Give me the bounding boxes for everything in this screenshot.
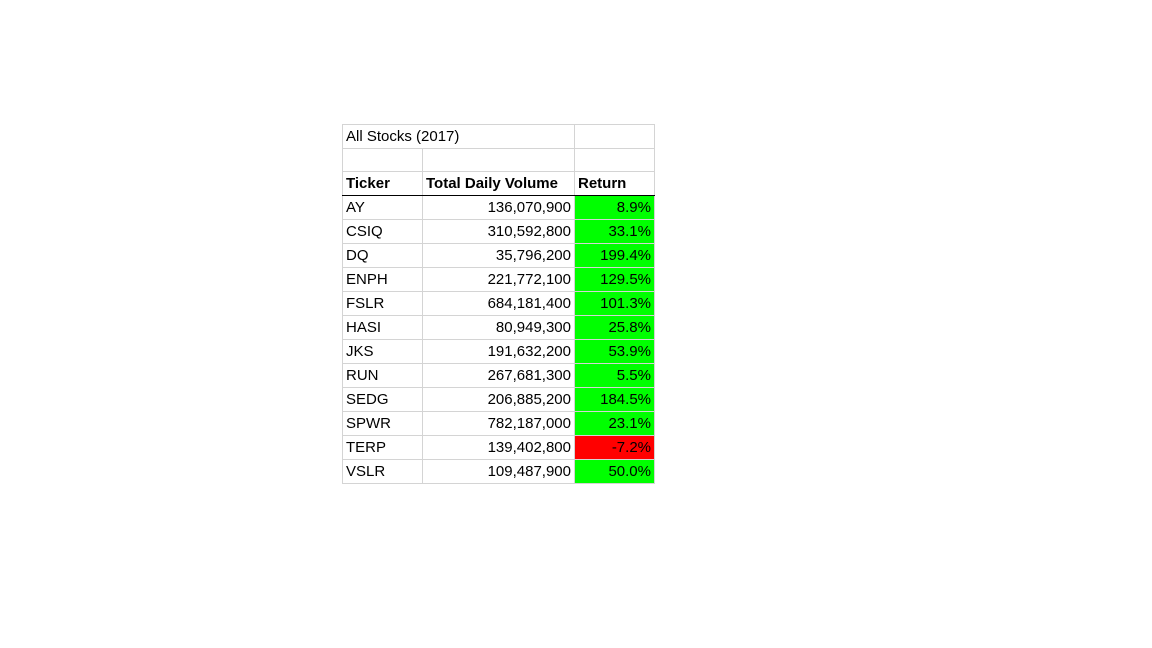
header-total-daily-volume[interactable]: Total Daily Volume <box>422 171 575 196</box>
table-row: TERP 139,402,800 -7.2% <box>342 435 655 460</box>
volume-cell[interactable]: 206,885,200 <box>422 387 575 412</box>
title-row: All Stocks (2017) <box>342 124 655 149</box>
empty-cell[interactable] <box>342 148 423 172</box>
return-cell[interactable]: 23.1% <box>574 411 655 436</box>
return-cell[interactable]: 5.5% <box>574 363 655 388</box>
header-ticker[interactable]: Ticker <box>342 171 423 196</box>
volume-cell[interactable]: 684,181,400 <box>422 291 575 316</box>
table-row: JKS 191,632,200 53.9% <box>342 339 655 364</box>
ticker-cell[interactable]: FSLR <box>342 291 423 316</box>
volume-cell[interactable]: 139,402,800 <box>422 435 575 460</box>
ticker-cell[interactable]: VSLR <box>342 459 423 484</box>
volume-cell[interactable]: 109,487,900 <box>422 459 575 484</box>
return-cell[interactable]: 8.9% <box>574 195 655 220</box>
return-cell[interactable]: -7.2% <box>574 435 655 460</box>
table-row: HASI 80,949,300 25.8% <box>342 315 655 340</box>
ticker-cell[interactable]: DQ <box>342 243 423 268</box>
volume-cell[interactable]: 782,187,000 <box>422 411 575 436</box>
ticker-cell[interactable]: TERP <box>342 435 423 460</box>
ticker-cell[interactable]: JKS <box>342 339 423 364</box>
ticker-cell[interactable]: HASI <box>342 315 423 340</box>
return-cell[interactable]: 33.1% <box>574 219 655 244</box>
table-row: DQ 35,796,200 199.4% <box>342 243 655 268</box>
volume-cell[interactable]: 310,592,800 <box>422 219 575 244</box>
table-row: AY 136,070,900 8.9% <box>342 195 655 220</box>
ticker-cell[interactable]: RUN <box>342 363 423 388</box>
return-cell[interactable]: 101.3% <box>574 291 655 316</box>
volume-cell[interactable]: 267,681,300 <box>422 363 575 388</box>
ticker-cell[interactable]: ENPH <box>342 267 423 292</box>
table-row: VSLR 109,487,900 50.0% <box>342 459 655 484</box>
stocks-table: All Stocks (2017) Ticker Total Daily Vol… <box>342 124 655 484</box>
table-row: ENPH 221,772,100 129.5% <box>342 267 655 292</box>
table-row: FSLR 684,181,400 101.3% <box>342 291 655 316</box>
title-cell[interactable]: All Stocks (2017) <box>342 124 575 149</box>
return-cell[interactable]: 184.5% <box>574 387 655 412</box>
blank-row <box>342 148 655 172</box>
header-row: Ticker Total Daily Volume Return <box>342 171 655 196</box>
volume-cell[interactable]: 136,070,900 <box>422 195 575 220</box>
table-row: RUN 267,681,300 5.5% <box>342 363 655 388</box>
empty-cell[interactable] <box>574 124 655 149</box>
return-cell[interactable]: 129.5% <box>574 267 655 292</box>
return-cell[interactable]: 199.4% <box>574 243 655 268</box>
table-row: SPWR 782,187,000 23.1% <box>342 411 655 436</box>
ticker-cell[interactable]: SEDG <box>342 387 423 412</box>
ticker-cell[interactable]: CSIQ <box>342 219 423 244</box>
return-cell[interactable]: 25.8% <box>574 315 655 340</box>
ticker-cell[interactable]: AY <box>342 195 423 220</box>
table-row: CSIQ 310,592,800 33.1% <box>342 219 655 244</box>
empty-cell[interactable] <box>422 148 575 172</box>
volume-cell[interactable]: 35,796,200 <box>422 243 575 268</box>
volume-cell[interactable]: 80,949,300 <box>422 315 575 340</box>
spreadsheet-range: All Stocks (2017) Ticker Total Daily Vol… <box>342 124 655 484</box>
empty-cell[interactable] <box>574 148 655 172</box>
ticker-cell[interactable]: SPWR <box>342 411 423 436</box>
return-cell[interactable]: 53.9% <box>574 339 655 364</box>
table-row: SEDG 206,885,200 184.5% <box>342 387 655 412</box>
volume-cell[interactable]: 221,772,100 <box>422 267 575 292</box>
header-return[interactable]: Return <box>574 171 655 196</box>
return-cell[interactable]: 50.0% <box>574 459 655 484</box>
volume-cell[interactable]: 191,632,200 <box>422 339 575 364</box>
